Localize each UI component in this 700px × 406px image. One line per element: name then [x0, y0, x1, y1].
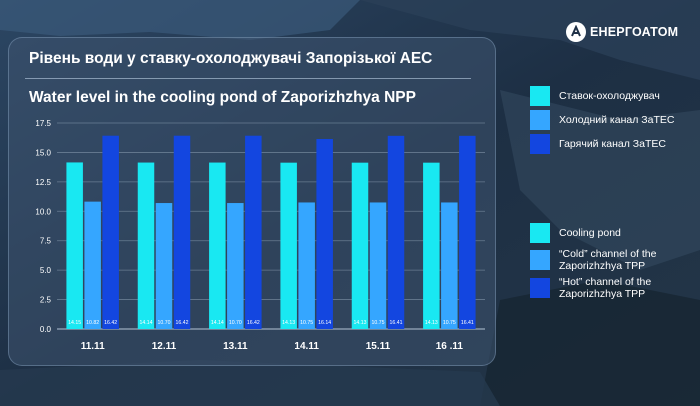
bar-value-label: 10.70: [158, 320, 171, 326]
energoatom-logo-icon: [566, 22, 586, 42]
bar-value-label: 14.14: [140, 320, 153, 326]
legend-en-cooling-pond: Cooling pond: [530, 223, 690, 243]
legend-swatch: [530, 134, 550, 154]
bar-value-label: 14.13: [425, 320, 438, 326]
legend-label: “Hot” channel of the Zaporizhzhya TPP: [559, 276, 652, 300]
y-tick-label: 0.0: [40, 325, 52, 334]
legend-swatch: [530, 110, 550, 130]
bar: [227, 203, 244, 329]
y-tick-label: 15.0: [35, 148, 51, 157]
legend-swatch: [530, 250, 550, 270]
bar: [298, 202, 315, 329]
legend-label: Гарячий канал ЗаТЕС: [559, 138, 666, 150]
bar-value-label: 10.75: [372, 320, 385, 326]
bar-value-label: 10.75: [443, 320, 456, 326]
bar-value-label: 16.14: [318, 320, 331, 326]
bar: [387, 135, 405, 329]
bar-value-label: 14.13: [282, 320, 295, 326]
legend-swatch: [530, 278, 550, 298]
bar: [316, 139, 333, 329]
legend-en-cold-channel: “Cold” channel of the Zaporizhzhya TPP: [530, 248, 695, 272]
legend-label: Холодний канал ЗаТЕС: [559, 114, 675, 126]
legend-ua-hot-channel: Гарячий канал ЗаТЕС: [530, 134, 690, 154]
bar: [441, 202, 458, 329]
bar-value-label: 16.41: [390, 320, 403, 326]
bar: [102, 135, 119, 329]
x-tick-label: 16 .11: [436, 341, 464, 352]
bar-value-label: 10.70: [229, 320, 242, 326]
bar: [84, 201, 101, 329]
legend-label: “Cold” channel of the Zaporizhzhya TPP: [559, 248, 657, 272]
bar-value-label: 10.82: [86, 320, 99, 326]
x-tick-label: 13.11: [223, 341, 248, 352]
bar: [459, 135, 476, 329]
bar-value-label: 14.14: [211, 320, 224, 326]
title-ukrainian: Рівень води у ставку-охолоджувачі Запорі…: [29, 50, 433, 67]
x-tick-label: 14.11: [294, 341, 319, 352]
title-english: Water level in the cooling pond of Zapor…: [29, 89, 416, 106]
bar: [209, 162, 226, 329]
energoatom-logo: ЕНЕРГОАТОМ: [566, 22, 678, 42]
bar: [137, 162, 155, 329]
x-tick-label: 12.11: [152, 341, 177, 352]
bar: [66, 162, 83, 329]
y-tick-label: 10.0: [35, 207, 51, 216]
bar-value-label: 10.75: [300, 320, 313, 326]
x-tick-label: 11.11: [81, 341, 105, 352]
bar-value-label: 16.42: [176, 320, 189, 326]
y-tick-label: 2.5: [40, 296, 52, 305]
legend-en-hot-channel: “Hot” channel of the Zaporizhzhya TPP: [530, 276, 695, 300]
title-divider: [25, 78, 471, 79]
bar: [369, 202, 387, 329]
bar: [173, 135, 191, 329]
y-tick-label: 12.5: [35, 178, 51, 187]
brand-name: ЕНЕРГОАТОМ: [590, 25, 679, 39]
legend-swatch: [530, 86, 550, 106]
bar-value-label: 16.41: [461, 320, 474, 326]
bar: [280, 162, 297, 329]
y-tick-label: 7.5: [40, 237, 52, 246]
bar: [245, 135, 262, 329]
legend-swatch: [530, 223, 550, 243]
bar: [423, 162, 440, 329]
bar-value-label: 14.13: [354, 320, 367, 326]
legend-ua-cold-channel: Холодний канал ЗаТЕС: [530, 110, 690, 130]
bar-value-label: 16.42: [247, 320, 260, 326]
bar-value-label: 16.42: [104, 320, 117, 326]
y-tick-label: 5.0: [40, 266, 52, 275]
bar: [351, 162, 369, 329]
legend-label: Cooling pond: [559, 227, 621, 239]
y-tick-label: 17.5: [35, 119, 51, 128]
x-tick-label: 15.11: [366, 341, 391, 352]
bar-value-label: 14.15: [68, 320, 81, 326]
legend-ua-cooling-pond: Ставок-охолоджувач: [530, 86, 690, 106]
bar: [155, 203, 173, 329]
legend-label: Ставок-охолоджувач: [559, 90, 660, 102]
